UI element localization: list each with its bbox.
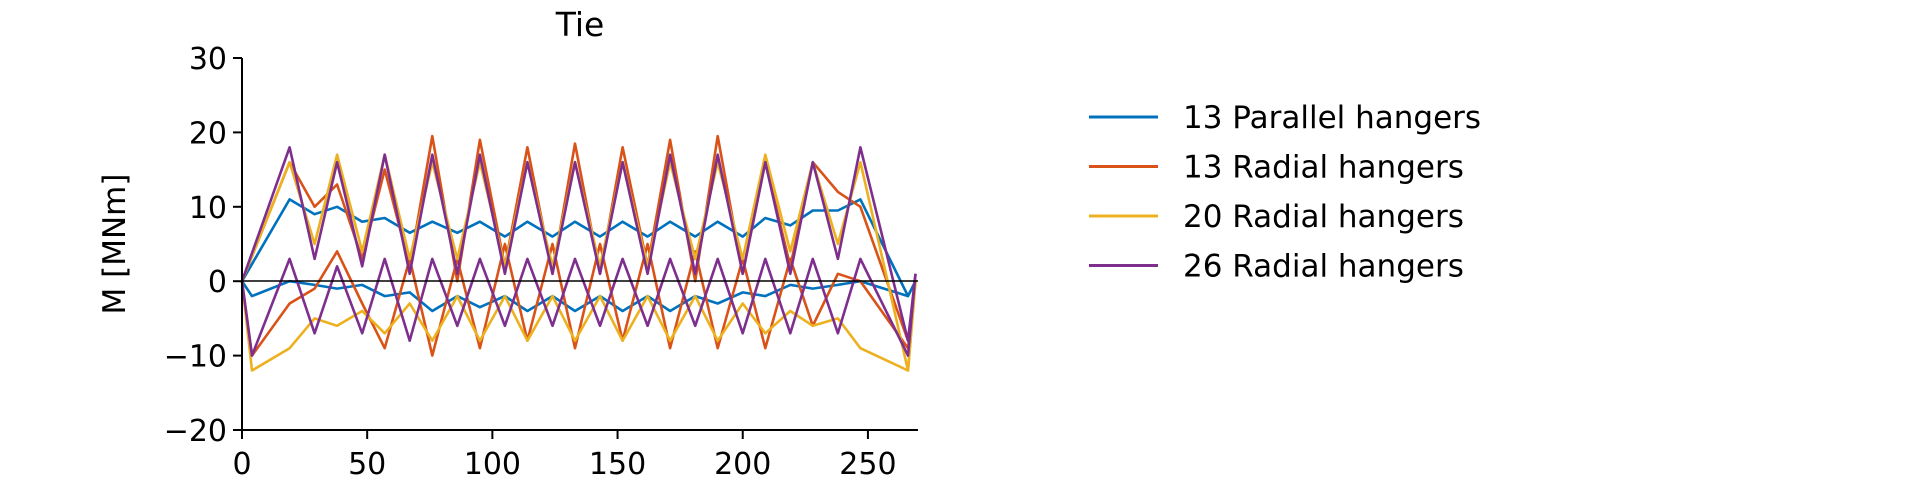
legend-label: 13 Radial hangers (1183, 150, 1464, 186)
y-tick-label: 20 (189, 116, 227, 151)
y-tick-label: 0 (208, 265, 227, 300)
legend: 13 Parallel hangers 13 Radial hangers 20 R… (1089, 100, 1481, 285)
x-tick-label: 150 (589, 447, 646, 480)
y-tick-label: 10 (189, 191, 227, 226)
x-ticks: 0 50 100 150 200 250 (232, 430, 897, 480)
x-tick-label: 100 (464, 447, 521, 480)
series-line-4-upper (240, 146, 917, 343)
y-axis-label: M [MNm] (97, 174, 133, 315)
legend-label: 26 Radial hangers (1183, 249, 1464, 285)
x-tick-label: 200 (714, 447, 771, 480)
y-tick-label: −10 (164, 340, 227, 375)
series-line-3-lower (240, 281, 917, 372)
x-tick-label: 50 (348, 447, 386, 480)
y-ticks: −20 −10 0 10 20 30 (164, 42, 242, 449)
y-tick-label: −20 (164, 414, 227, 449)
legend-label: 13 Parallel hangers (1183, 100, 1481, 136)
x-tick-label: 250 (839, 447, 896, 480)
x-tick-label: 0 (232, 447, 251, 480)
legend-label: 20 Radial hangers (1183, 199, 1464, 235)
series-layer (240, 134, 917, 372)
y-tick-label: 30 (189, 42, 227, 77)
chart-title: Tie (555, 5, 605, 44)
series-line-4-lower (240, 257, 917, 357)
